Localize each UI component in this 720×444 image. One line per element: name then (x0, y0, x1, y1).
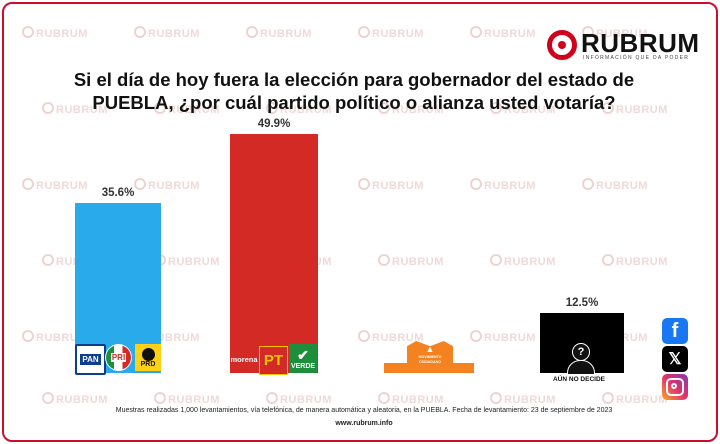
pri-logo: PRI (105, 344, 132, 371)
pt-logo: PT (259, 346, 288, 375)
morena-label: morena (230, 354, 258, 364)
bar-2 (230, 134, 318, 373)
watermark-text: RUBRUM (358, 178, 424, 192)
watermark-text: RUBRUM (22, 178, 88, 192)
footer-url[interactable]: www.rubrum.info (335, 420, 393, 427)
prd-label: PRD (140, 360, 156, 368)
watermark-text: RUBRUM (582, 178, 648, 192)
mc-logo: ▲ MOVIMIENTO CIUDADANO (407, 341, 453, 367)
watermark-text: RUBRUM (358, 330, 424, 344)
watermark-text: RUBRUM (154, 102, 220, 116)
value-label-4: 12.5% (565, 297, 599, 310)
morena-logo: morena (230, 352, 258, 366)
watermark-text: RUBRUM (154, 392, 220, 406)
undecided-person-icon: ? (566, 343, 595, 375)
watermark-text: RUBRUM (22, 26, 88, 40)
watermark-text: RUBRUM (602, 392, 668, 406)
watermark-text: RUBRUM (134, 26, 200, 40)
verde-check-icon: ✔ (297, 347, 309, 363)
logo-wordmark: RUBRUM (581, 28, 700, 58)
instagram-icon[interactable] (662, 374, 688, 400)
watermark-text: RUBRUM (602, 254, 668, 268)
watermark-text: RUBRUM (246, 26, 312, 40)
verde-logo: ✔ VERDE (289, 344, 317, 373)
watermark-text: RUBRUM (266, 102, 332, 116)
watermark-text: RUBRUM (490, 254, 556, 268)
logo-tagline: INFORMACIÓN QUE DA PODER (583, 55, 690, 61)
pri-label: PRI (110, 353, 127, 362)
pan-label: PAN (80, 354, 101, 365)
undecided-label: AÚN NO DECIDE (552, 376, 605, 383)
watermark-text: RUBRUM (378, 254, 444, 268)
watermark-text: RUBRUM (602, 102, 668, 116)
watermark-text: RUBRUM (266, 392, 332, 406)
watermark-text: RUBRUM (154, 254, 220, 268)
watermark-text: RUBRUM (22, 330, 88, 344)
bar-3 (384, 363, 474, 373)
watermark-text: RUBRUM (490, 392, 556, 406)
watermark-text: RUBRUM (470, 330, 536, 344)
value-label-2: 49.9% (257, 118, 291, 131)
watermark-text: RUBRUM (42, 102, 108, 116)
methodology-note: Muestras realizadas 1,000 levantamientos… (115, 407, 613, 414)
value-label-1: 35.6% (101, 186, 135, 199)
pan-logo: PAN (75, 344, 106, 375)
pt-label: PT (263, 352, 284, 369)
watermark-text: RUBRUM (358, 26, 424, 40)
watermark-text: RUBRUM (134, 178, 200, 192)
mc-eagle-icon: ▲ (425, 343, 435, 354)
facebook-icon[interactable]: f (662, 318, 688, 344)
chart-title: Si el día de hoy fuera la elección para … (73, 69, 635, 113)
x-icon[interactable]: 𝕏 (662, 346, 688, 372)
logo-ring-icon (547, 30, 577, 60)
verde-label: VERDE (290, 363, 316, 370)
watermark-text: RUBRUM (582, 26, 648, 40)
watermark-text: RUBRUM (378, 102, 444, 116)
prd-logo: PRD (135, 344, 161, 371)
watermark-text: RUBRUM (42, 392, 108, 406)
mc-label: MOVIMIENTO CIUDADANO (418, 354, 442, 364)
watermark-text: RUBRUM (470, 26, 536, 40)
prd-sun-icon (141, 347, 155, 361)
rubrum-logo: RUBRUM INFORMACIÓN QUE DA PODER (547, 28, 699, 64)
watermark-text: RUBRUM (378, 392, 444, 406)
watermark-text: RUBRUM (490, 102, 556, 116)
watermark-text: RUBRUM (470, 178, 536, 192)
